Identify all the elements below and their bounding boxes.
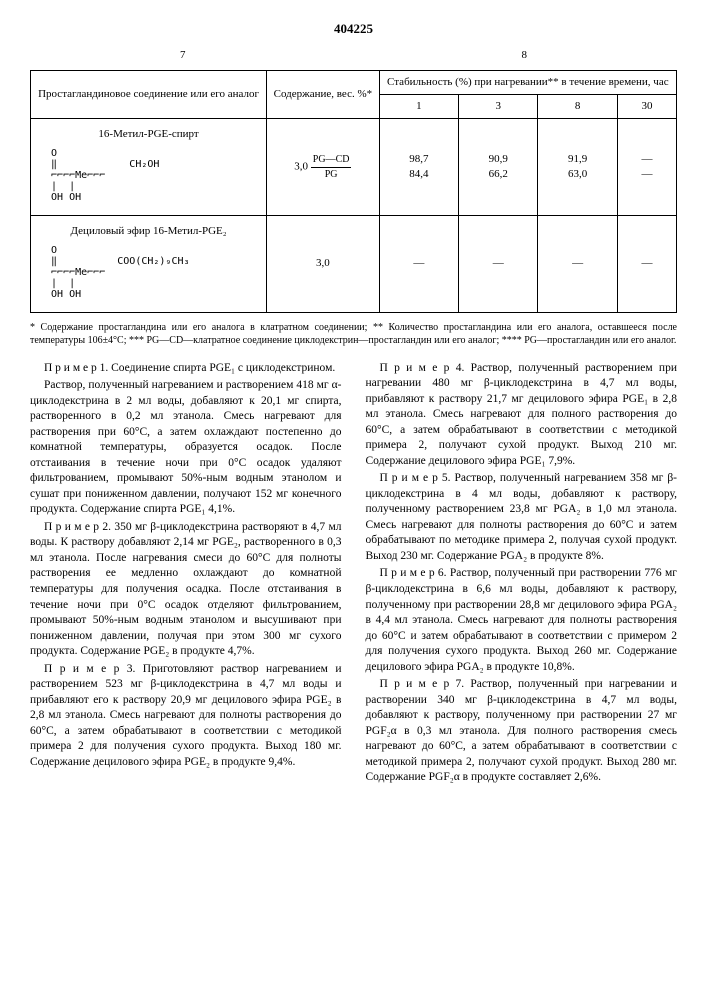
- fraction: PG—CD PG: [311, 153, 352, 181]
- example-1a: П р и м е р 1. Соединение спирта PGE₁ с …: [30, 361, 342, 377]
- col-stability: Стабильность (%) при нагревании** в тече…: [379, 71, 676, 95]
- example-6: П р и м е р 6. Раствор, полученный при р…: [366, 566, 678, 675]
- col-compound: Простагландиновое соединение или его ана…: [31, 71, 267, 119]
- example-7: П р и м е р 7. Раствор, полученный при н…: [366, 677, 678, 786]
- content-value: 3,0: [294, 161, 308, 173]
- example-3: П р и м е р 3. Приготовляют раствор нагр…: [30, 662, 342, 771]
- cell: 90,966,2: [459, 119, 538, 216]
- table-row: Дециловый эфир 16-Метил-PGE₂ O ‖ COO(CH₂…: [31, 215, 677, 312]
- table-footnote: * Содержание простагландина или его анал…: [30, 321, 677, 347]
- example-5: П р и м е р 5. Раствор, полученный нагре…: [366, 471, 678, 564]
- cell: —: [617, 215, 676, 312]
- page-numbers: 7 8: [30, 48, 677, 63]
- example-4: П р и м е р 4. Раствор, полученный раств…: [366, 361, 678, 470]
- col-time-1: 1: [379, 95, 458, 119]
- structure-diagram: O ‖ COO(CH₂)₉CH₃ ⌐⌐⌐⌐Me⌐⌐⌐ | | OH OH: [39, 245, 258, 300]
- cell: —: [379, 215, 458, 312]
- cell: —: [538, 215, 617, 312]
- col-time-30: 30: [617, 95, 676, 119]
- compound-name: Дециловый эфир 16-Метил-PGE₂: [39, 224, 258, 239]
- compound-name: 16-Метил-PGE-спирт: [39, 127, 258, 142]
- example-2: П р и м е р 2. 350 мг β-циклодекстрина р…: [30, 520, 342, 660]
- body-text: П р и м е р 1. Соединение спирта PGE₁ с …: [30, 361, 677, 786]
- cell: 98,784,4: [379, 119, 458, 216]
- document-number: 404225: [30, 20, 677, 38]
- page-right: 8: [522, 48, 528, 63]
- example-1b: Раствор, полученный нагреванием и раство…: [30, 378, 342, 518]
- data-table: Простагландиновое соединение или его ана…: [30, 70, 677, 312]
- col-time-3: 3: [459, 95, 538, 119]
- cell: —: [459, 215, 538, 312]
- cell: ——: [617, 119, 676, 216]
- col-time-8: 8: [538, 95, 617, 119]
- col-content: Содержание, вес. %*: [267, 71, 380, 119]
- cell: 91,963,0: [538, 119, 617, 216]
- content-value: 3,0: [267, 215, 380, 312]
- table-row: 16-Метил-PGE-спирт O ‖ CH₂OH ⌐⌐⌐⌐Me⌐⌐⌐ |…: [31, 119, 677, 216]
- structure-diagram: O ‖ CH₂OH ⌐⌐⌐⌐Me⌐⌐⌐ | | OH OH: [39, 148, 258, 203]
- page-left: 7: [180, 48, 186, 63]
